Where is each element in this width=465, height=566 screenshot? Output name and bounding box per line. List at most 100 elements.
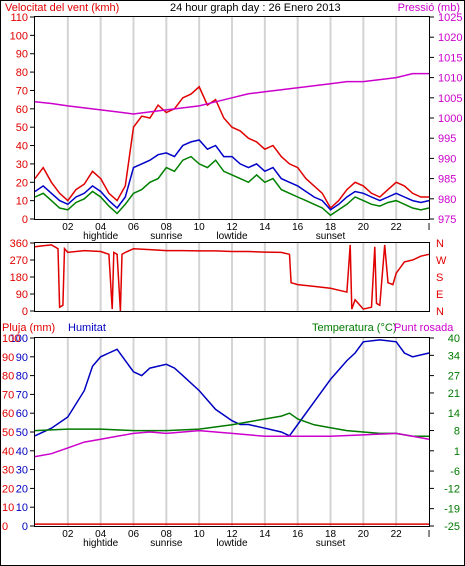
lower-hour-label: I [428, 529, 431, 540]
direction-compass-label: E [436, 289, 443, 301]
wind-axis-tick-label: 100 [10, 30, 28, 42]
lower-hour-label: 08 [161, 529, 173, 540]
wind-speed-series [34, 85, 429, 210]
wind-hour-label: 14 [259, 222, 271, 233]
humidity-axis-tick-label: 90 [16, 352, 28, 364]
pressure-axis-tick-label: 975 [438, 214, 456, 226]
wind-axis-tick-label: 10 [16, 196, 28, 208]
direction-compass-label: N [436, 238, 444, 250]
wind-event-label: sunset [316, 231, 346, 242]
pressure-axis-tick-label: 990 [438, 153, 456, 165]
lower-hour-label: 12 [226, 529, 238, 540]
lower-hour-label: 02 [62, 529, 74, 540]
direction-compass-label: N [436, 306, 444, 318]
humidity-series [34, 339, 430, 437]
wind-axis-tick-label: 110 [10, 12, 28, 24]
pressure-axis-tick-label: 1005 [438, 93, 462, 105]
lower-hour-label: 10 [194, 529, 206, 540]
humidity-axis-tick-label: 50 [16, 427, 28, 439]
humidity-axis-tick-label: 10 [16, 502, 28, 514]
rain-axis-tick-label: 70 [2, 389, 14, 401]
temperature-axis-tick-label: 1 [454, 446, 460, 458]
wind-title: Velocitat del vent (kmh) [5, 2, 119, 14]
pressure-axis-tick-label: 985 [438, 174, 456, 186]
wind-hour-label: 06 [128, 222, 140, 233]
temperature-axis-tick-label: 27 [448, 371, 460, 383]
temperature-axis-tick-label: -25 [444, 521, 460, 533]
temperature-title: Temperatura (°C) [312, 322, 396, 334]
temperature-series [34, 412, 429, 438]
temperature-axis-tick-label: -19 [444, 504, 460, 516]
humidity-axis-tick-label: 80 [16, 371, 28, 383]
wind-hour-label: I [428, 222, 431, 233]
wind-hour-label: 22 [391, 222, 403, 233]
wind-axis-tick-label: 80 [16, 67, 28, 79]
direction-axis-tick-label: 180 [10, 272, 28, 284]
pressure-title: Pressió (mb) [398, 2, 460, 14]
pressure-axis-tick-label: 980 [438, 194, 456, 206]
direction-axis-tick-label: 90 [16, 289, 28, 301]
pressure-axis-tick-label: 1020 [438, 32, 462, 44]
wind-axis-tick-label: 0 [22, 214, 28, 226]
dewpoint-title: Punt rosada [394, 322, 454, 334]
wind-axis-tick-label: 20 [16, 177, 28, 189]
wind-axis-tick-label: 30 [16, 159, 28, 171]
temperature-axis-tick-label: 14 [448, 408, 460, 420]
humidity-axis-tick-label: 0 [22, 521, 28, 533]
humidity-axis-tick-label: 20 [16, 483, 28, 495]
wind-direction-series [34, 244, 430, 312]
wind-axis-tick-label: 90 [16, 49, 28, 61]
humidity-axis-tick-label: 60 [16, 408, 28, 420]
humidity-axis-tick-label: 30 [16, 465, 28, 477]
direction-axis-tick-label: 360 [10, 238, 28, 250]
humidity-title: Humitat [68, 322, 106, 334]
wind-axis-tick-label: 50 [16, 122, 28, 134]
wind-hour-label: 12 [226, 222, 238, 233]
direction-axis-tick-label: 0 [22, 306, 28, 318]
temperature-axis-tick-label: 21 [448, 388, 460, 400]
wind-hour-label: 10 [194, 222, 206, 233]
rain-axis-tick-label: 30 [2, 465, 14, 477]
wind-hour-label: 08 [161, 222, 173, 233]
graph-title: 24 hour graph day : 26 Enero 2013 [170, 2, 341, 14]
rain-axis-tick-label: 50 [2, 427, 14, 439]
lower-hour-label: 18 [325, 529, 337, 540]
wind-event-label: lowtide [216, 231, 248, 242]
wind-hour-label: 16 [292, 222, 304, 233]
wind-event-label: sunrise [150, 231, 183, 242]
pressure-axis-tick-label: 1015 [438, 52, 462, 64]
wind-event-label: hightide [83, 231, 118, 242]
pressure-axis-tick-label: 1000 [438, 113, 462, 125]
humidity-axis-tick-label: 40 [16, 446, 28, 458]
pressure-series [34, 72, 429, 115]
rain-axis-tick-label: 60 [2, 408, 14, 420]
wind-hour-label: 02 [62, 222, 74, 233]
wind-axis-tick-label: 60 [16, 104, 28, 116]
rain-axis-tick-label: 20 [2, 483, 14, 495]
lower-hour-label: 16 [292, 529, 304, 540]
wind-hour-label: 18 [325, 222, 337, 233]
humidity-axis-tick-label: 100 [10, 333, 28, 345]
rain-axis-tick-label: 100 [2, 333, 20, 345]
temperature-axis-tick-label: -12 [444, 483, 460, 495]
lower-hour-label: 20 [358, 529, 370, 540]
wind-low-series [34, 155, 430, 217]
lower-event-label: sunset [316, 538, 346, 549]
rain-axis-tick-label: 0 [2, 521, 8, 533]
rain-axis-tick-label: 40 [2, 446, 14, 458]
rain-axis-tick-label: 80 [2, 371, 14, 383]
gust-average-series [34, 139, 430, 211]
pressure-axis-tick-label: 1010 [438, 73, 462, 85]
humidity-axis-tick-label: 70 [16, 389, 28, 401]
lower-hour-label: 06 [128, 529, 140, 540]
pressure-axis-tick-label: 995 [438, 133, 456, 145]
lower-event-label: lowtide [216, 538, 248, 549]
lower-hour-label: 14 [259, 529, 271, 540]
temperature-axis-tick-label: 40 [448, 333, 460, 345]
wind-axis-tick-label: 40 [16, 141, 28, 153]
lower-hour-label: 22 [391, 529, 403, 540]
direction-compass-label: S [436, 272, 443, 284]
wind-hour-label: 04 [95, 222, 107, 233]
rain-axis-tick-label: 90 [2, 352, 14, 364]
